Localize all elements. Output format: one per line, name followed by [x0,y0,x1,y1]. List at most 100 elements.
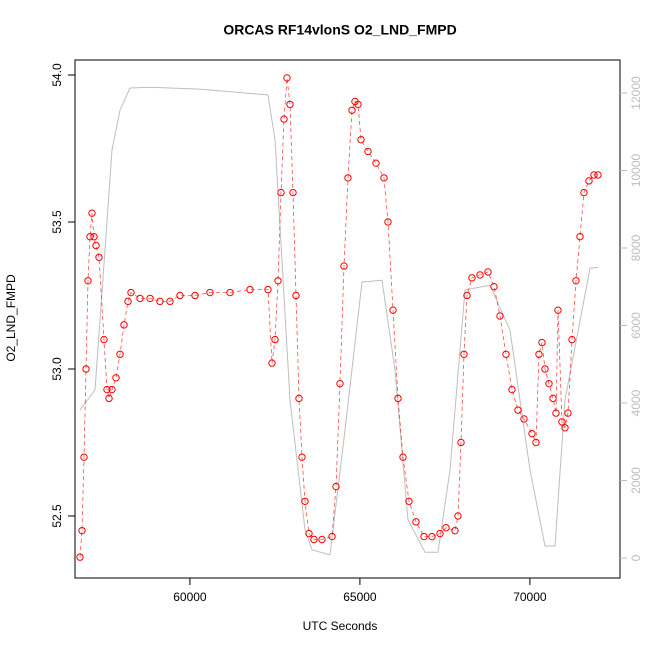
y2-tick-label: 2000 [629,467,643,494]
y2-tick-label: 8000 [629,234,643,261]
data-point [580,188,588,197]
data-point [84,277,92,285]
data-point [92,241,100,250]
data-point [76,553,84,561]
y-axis-label: O2_LND_FMPD [4,274,18,362]
data-point [520,415,528,423]
series-connector [79,77,598,558]
data-point [412,518,420,526]
x-tick-label: 65000 [343,590,377,604]
data-point [226,288,234,297]
data-point [380,174,388,182]
plot-frame [74,59,621,579]
data-point [457,438,465,447]
data-point [484,268,492,276]
data-point [405,497,413,505]
data-point [112,374,120,382]
data-point [268,359,276,367]
data-point [318,535,326,544]
data-point [340,262,348,270]
data-point [460,350,468,358]
data-point [558,418,566,426]
data-point [463,291,471,300]
data-point [399,453,407,461]
data-point [572,277,580,285]
data-point [535,350,543,358]
data-point [156,297,164,306]
x-tick-label: 60000 [173,590,207,604]
data-point [508,385,516,394]
data-point [86,232,94,241]
data-point [264,285,272,294]
series-line [79,86,599,556]
data-point [564,409,572,417]
y-tick-label: 53.0 [50,357,64,381]
data-point [490,282,498,291]
y-tick-label: 54.0 [50,63,64,87]
data-point [372,159,380,167]
data-point [82,365,90,373]
data-point [549,394,557,403]
data-point [454,512,462,520]
data-point [116,350,124,358]
data-point [191,291,199,300]
data-point [78,526,86,535]
y2-tick-label: 0 [629,554,643,561]
data-point [348,106,356,114]
x-tick-label: 70000 [513,590,547,604]
y2-tick-label: 12000 [629,76,643,110]
data-point [541,365,549,373]
data-point [246,285,254,294]
data-point [436,529,444,538]
data-point [552,409,560,417]
data-point [127,288,135,297]
data-point [428,532,436,541]
data-point [364,147,372,156]
data-point [95,253,103,261]
data-point [88,209,96,217]
data-point [301,497,309,505]
data-point [568,335,576,344]
data-point [166,297,174,306]
y2-tick-label: 6000 [629,312,643,339]
data-point [354,100,362,109]
data-point [146,294,154,303]
data-point [394,394,402,403]
data-point [105,394,113,403]
data-point [328,532,336,541]
data-point [298,453,306,461]
data-point [528,429,536,438]
data-point [502,350,510,358]
data-point [176,291,184,300]
data-point [357,135,365,144]
chart-title: ORCAS RF14vlonS O2_LND_FMPD [223,22,456,38]
data-point [554,306,562,314]
data-point [496,312,504,320]
y2-tick-label: 10000 [629,154,643,188]
data-point [442,524,450,532]
data-point [271,335,279,344]
data-point [283,74,291,82]
data-point [420,532,428,541]
data-point [594,171,602,179]
y-tick-label: 52.5 [50,504,64,528]
x-axis-label: UTC Seconds [303,619,378,633]
data-point [344,174,352,182]
data-point [332,482,340,491]
y-tick-label: 53.5 [50,210,64,234]
data-point [292,291,300,300]
data-point [100,335,108,344]
data-point [451,526,459,535]
data-point [90,232,98,241]
data-point [206,288,214,297]
data-point [136,294,144,303]
data-point [120,321,128,329]
data-point [280,115,288,123]
data-point [336,379,344,388]
data-point [514,406,522,414]
data-point [124,297,132,306]
data-point [286,100,294,109]
data-point [545,379,553,388]
data-point [585,177,593,185]
